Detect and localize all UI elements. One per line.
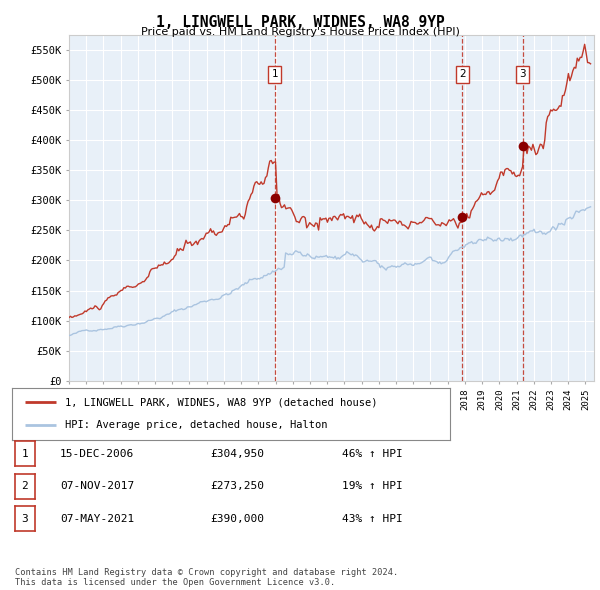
Text: 1, LINGWELL PARK, WIDNES, WA8 9YP (detached house): 1, LINGWELL PARK, WIDNES, WA8 9YP (detac… (65, 397, 377, 407)
Text: 2: 2 (22, 481, 28, 491)
Text: 1, LINGWELL PARK, WIDNES, WA8 9YP: 1, LINGWELL PARK, WIDNES, WA8 9YP (155, 15, 445, 30)
Text: 07-MAY-2021: 07-MAY-2021 (60, 514, 134, 523)
Text: 07-NOV-2017: 07-NOV-2017 (60, 481, 134, 491)
Text: 46% ↑ HPI: 46% ↑ HPI (342, 449, 403, 458)
Text: £304,950: £304,950 (210, 449, 264, 458)
Text: 1: 1 (22, 449, 28, 458)
Text: HPI: Average price, detached house, Halton: HPI: Average price, detached house, Halt… (65, 420, 327, 430)
Text: Contains HM Land Registry data © Crown copyright and database right 2024.
This d: Contains HM Land Registry data © Crown c… (15, 568, 398, 587)
Text: £273,250: £273,250 (210, 481, 264, 491)
Text: £390,000: £390,000 (210, 514, 264, 523)
Text: 3: 3 (22, 514, 28, 523)
Text: 2: 2 (459, 70, 466, 80)
Text: 1: 1 (272, 70, 278, 80)
Text: 15-DEC-2006: 15-DEC-2006 (60, 449, 134, 458)
Text: Price paid vs. HM Land Registry's House Price Index (HPI): Price paid vs. HM Land Registry's House … (140, 27, 460, 37)
Text: 3: 3 (519, 70, 526, 80)
Text: 19% ↑ HPI: 19% ↑ HPI (342, 481, 403, 491)
Text: 43% ↑ HPI: 43% ↑ HPI (342, 514, 403, 523)
